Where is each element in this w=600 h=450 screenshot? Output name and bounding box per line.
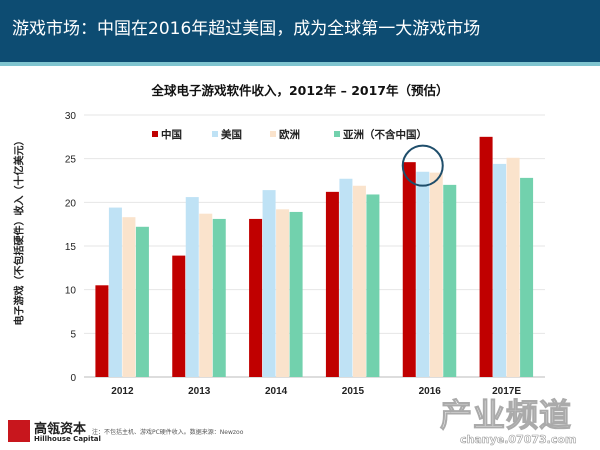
- legend-label: 美国: [221, 128, 242, 141]
- x-tick-label: 2016: [419, 386, 442, 397]
- bar-2015-1: [339, 178, 353, 377]
- bar-2013-1: [185, 197, 199, 377]
- bar-2014-2: [276, 209, 290, 377]
- logo-text-en: Hillhouse Capital: [34, 435, 101, 443]
- legend-swatch: [212, 131, 218, 137]
- y-tick-label: 10: [65, 286, 77, 297]
- highlight-circle: [401, 144, 444, 187]
- bar-2017E-1: [493, 163, 507, 377]
- bar-2013-2: [199, 213, 213, 377]
- bar-2016-1: [416, 171, 430, 377]
- bar-2014-0: [249, 218, 263, 377]
- page-title: 游戏市场：中国在2016年超过美国，成为全球第一大游戏市场: [12, 19, 481, 39]
- y-tick-label: 20: [65, 198, 77, 209]
- watermark-cn: 产业频道: [439, 396, 573, 434]
- bar-2017E-0: [479, 136, 493, 377]
- bar-2012-3: [135, 226, 149, 377]
- legend-swatch: [152, 131, 158, 137]
- hillhouse-logo-icon: [8, 420, 30, 442]
- bar-2016-2: [429, 172, 443, 377]
- bar-2012-2: [122, 217, 136, 377]
- y-tick-label: 25: [65, 155, 77, 166]
- chart-title: 全球电子游戏软件收入，2012年 – 2017年（预估）: [151, 83, 449, 98]
- logo-text-cn: 高瓴资本: [34, 422, 87, 437]
- bar-2016-0: [402, 162, 416, 377]
- y-tick-label: 5: [70, 329, 76, 340]
- bar-2017E-3: [520, 177, 534, 377]
- bar-2015-0: [325, 191, 339, 377]
- x-tick-label: 2014: [265, 386, 288, 397]
- legend-swatch: [334, 131, 340, 137]
- legend-swatch: [270, 131, 276, 137]
- y-tick-label: 15: [65, 242, 77, 253]
- bar-2017E-2: [506, 157, 520, 377]
- legend-label: 中国: [161, 128, 182, 141]
- bar-2012-0: [95, 285, 109, 377]
- bar-2012-1: [108, 207, 122, 377]
- header-divider: [0, 62, 600, 66]
- bar-2013-3: [212, 218, 226, 377]
- bar-2014-3: [289, 211, 303, 377]
- legend-label: 亚洲（不含中国）: [343, 128, 427, 141]
- y-tick-label: 30: [65, 111, 77, 122]
- watermark-en: chanye.07073.com: [460, 433, 577, 447]
- x-tick-label: 2017E: [492, 386, 521, 397]
- bar-2016-3: [443, 184, 457, 377]
- x-tick-label: 2013: [188, 386, 211, 397]
- bar-2014-1: [262, 190, 276, 377]
- header-band: 游戏市场：中国在2016年超过美国，成为全球第一大游戏市场: [0, 0, 600, 62]
- bar-2015-3: [366, 194, 380, 377]
- x-tick-label: 2015: [342, 386, 365, 397]
- x-tick-label: 2012: [111, 386, 134, 397]
- bar-2015-2: [352, 185, 366, 377]
- y-tick-label: 0: [70, 373, 76, 384]
- legend-label: 欧洲: [279, 128, 300, 141]
- footnote: 注：不包括主机、游戏PC硬件收入。数据来源：Newzoo: [92, 429, 244, 436]
- bar-2013-0: [172, 255, 186, 377]
